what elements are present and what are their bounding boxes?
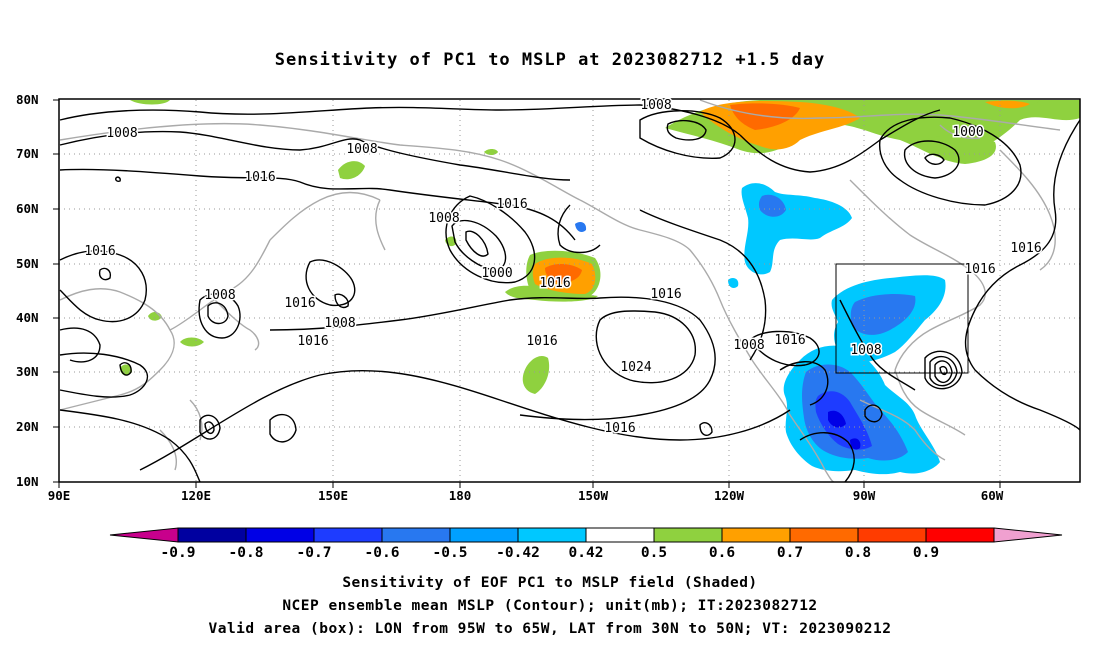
map-title: Sensitivity of PC1 to MSLP at 2023082712… bbox=[274, 50, 826, 70]
colorbar-label: -0.7 bbox=[296, 545, 332, 561]
colorbar-right-arrow bbox=[993, 527, 1063, 543]
colorbar-segment bbox=[245, 527, 315, 543]
contour-label: 1016 bbox=[650, 287, 681, 302]
contour-label: 1016 bbox=[774, 333, 805, 348]
contour-label: 1016 bbox=[526, 334, 557, 349]
contour-label: 1008 bbox=[204, 288, 235, 303]
colorbar-segment bbox=[177, 527, 247, 543]
colorbar-segment bbox=[925, 527, 995, 543]
lon-label: 90W bbox=[852, 488, 876, 503]
colorbar-segment bbox=[585, 527, 655, 543]
lat-label: 80N bbox=[16, 92, 39, 107]
positive-shade bbox=[484, 149, 498, 155]
colorbar-label: 0.42 bbox=[568, 545, 604, 561]
colorbar-label: 0.9 bbox=[912, 545, 940, 561]
contour-label: 1008 bbox=[346, 142, 377, 157]
lon-label: 180 bbox=[448, 488, 472, 503]
lat-label: 50N bbox=[16, 256, 39, 271]
axis-ticks bbox=[53, 99, 1001, 488]
isobar-contours bbox=[59, 104, 1080, 482]
coastlines bbox=[59, 99, 1061, 482]
plot-frame bbox=[58, 98, 1081, 483]
colorbar-label: 0.6 bbox=[708, 545, 736, 561]
negative-shade bbox=[741, 183, 852, 275]
negative-shade bbox=[575, 222, 587, 232]
contour-label: 1016 bbox=[604, 421, 635, 436]
colorbar-label: -0.8 bbox=[228, 545, 264, 561]
shaded-sensitivity bbox=[120, 100, 1080, 475]
contour-labels: 1008 1008 1008 1000 1016 1016 1016 1008 1000 1016… bbox=[83, 97, 1043, 438]
colorbar-segment bbox=[721, 527, 791, 543]
contour-label: 1000 bbox=[952, 125, 983, 140]
positive-shade bbox=[522, 355, 550, 394]
contour-label: 1024 bbox=[620, 360, 651, 375]
contour-label: 1008 bbox=[428, 211, 459, 226]
colorbar-label: -0.5 bbox=[432, 545, 468, 561]
footer-line-2: NCEP ensemble mean MSLP (Contour); unit(… bbox=[282, 598, 818, 614]
contour-label: 1016 bbox=[297, 334, 328, 349]
lat-label: 60N bbox=[16, 201, 39, 216]
valid-area-box bbox=[835, 263, 969, 374]
lat-label: 20N bbox=[16, 419, 39, 434]
contour-label: 1016 bbox=[284, 296, 315, 311]
contour-label: 1008 bbox=[324, 316, 355, 331]
contour-label: 1016 bbox=[1010, 241, 1041, 256]
positive-shade bbox=[925, 134, 996, 164]
colorbar-segment bbox=[449, 527, 519, 543]
positive-shade bbox=[130, 100, 170, 105]
contour-label: 1008 bbox=[733, 338, 764, 353]
lon-label: 150E bbox=[317, 488, 349, 503]
lon-label: 60W bbox=[980, 488, 1004, 503]
negative-shade bbox=[758, 194, 786, 217]
colorbar-left-arrow bbox=[109, 527, 179, 543]
colorbar-segment bbox=[313, 527, 383, 543]
contour-label: 1016 bbox=[244, 170, 275, 185]
contour-label: 1008 bbox=[640, 98, 671, 113]
lon-label: 90E bbox=[47, 488, 71, 503]
colorbar bbox=[109, 527, 1063, 543]
contour-label: 1016 bbox=[496, 197, 527, 212]
contour-label: 1016 bbox=[964, 262, 995, 277]
negative-shade bbox=[850, 438, 861, 450]
contour-label: 1016 bbox=[84, 244, 115, 259]
colorbar-segment bbox=[789, 527, 859, 543]
positive-shade bbox=[545, 264, 582, 283]
lat-label: 30N bbox=[16, 364, 39, 379]
negative-shade bbox=[728, 278, 739, 288]
lon-label: 150W bbox=[577, 488, 609, 503]
colorbar-label: -0.42 bbox=[496, 545, 540, 561]
contour-label: 1008 bbox=[106, 126, 137, 141]
positive-shade bbox=[180, 337, 204, 347]
positive-shade bbox=[338, 161, 365, 180]
contour-label: 1016 bbox=[539, 276, 570, 291]
colorbar-label: -0.9 bbox=[160, 545, 196, 561]
lat-label: 10N bbox=[16, 474, 39, 489]
colorbar-label: 0.7 bbox=[776, 545, 804, 561]
colorbar-label: -0.6 bbox=[364, 545, 400, 561]
colorbar-label: 0.5 bbox=[640, 545, 668, 561]
negative-shade bbox=[850, 294, 916, 335]
lat-label: 70N bbox=[16, 146, 39, 161]
lon-label: 120W bbox=[713, 488, 745, 503]
lon-label: 120E bbox=[180, 488, 212, 503]
footer-line-1: Sensitivity of EOF PC1 to MSLP field (Sh… bbox=[342, 575, 758, 591]
colorbar-segment bbox=[517, 527, 587, 543]
contour-label: 1000 bbox=[481, 266, 512, 281]
lat-label: 40N bbox=[16, 310, 39, 325]
colorbar-segment bbox=[653, 527, 723, 543]
colorbar-segment bbox=[381, 527, 451, 543]
positive-shade bbox=[985, 100, 1030, 109]
contour-label: 1008 bbox=[850, 343, 881, 358]
colorbar-segment bbox=[857, 527, 927, 543]
negative-shade bbox=[828, 410, 846, 428]
colorbar-label: 0.8 bbox=[844, 545, 872, 561]
footer-line-3: Valid area (box): LON from 95W to 65W, L… bbox=[208, 621, 892, 637]
